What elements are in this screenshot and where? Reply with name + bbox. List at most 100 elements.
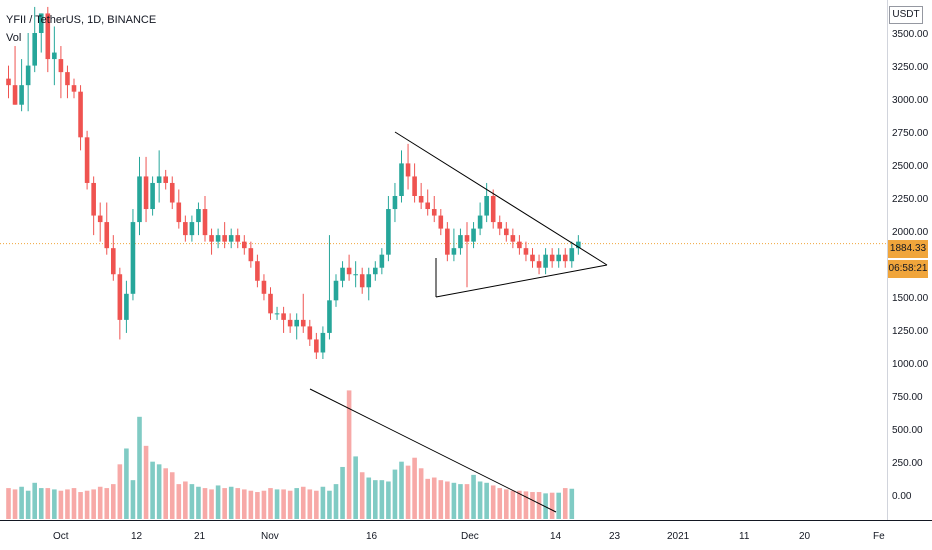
volume-bar — [45, 488, 51, 519]
volume-bar — [471, 474, 476, 519]
candle-body — [261, 280, 267, 294]
volume-tick: 0.00 — [892, 491, 912, 502]
candle-body — [438, 215, 444, 229]
volume-bar — [274, 489, 280, 519]
volume-bar — [242, 489, 247, 519]
candle-body — [6, 78, 11, 86]
candle-body — [523, 248, 529, 255]
candle-body — [104, 222, 110, 249]
candle-body — [346, 267, 352, 275]
volume-bar — [156, 464, 162, 519]
volume-bar — [150, 461, 155, 519]
volume-bar — [386, 481, 391, 519]
candle-body — [379, 254, 385, 268]
time-tick: Fe — [873, 531, 885, 542]
candle-body — [418, 196, 424, 203]
volume-bar — [32, 482, 37, 519]
candle-body — [281, 313, 286, 320]
volume-bar — [176, 484, 182, 519]
volume-bar — [38, 488, 44, 519]
candle-body — [143, 176, 149, 210]
price-tick: 2500.00 — [892, 161, 929, 172]
volume-bar — [536, 492, 542, 519]
candle-body — [156, 176, 162, 183]
candle-body — [163, 176, 168, 183]
candle-body — [52, 52, 57, 60]
volume-bar — [569, 488, 575, 519]
candle-body — [268, 293, 273, 314]
volume-bar — [307, 489, 313, 519]
volume-bar — [418, 468, 424, 519]
volume-bar — [333, 484, 339, 519]
candle-body — [490, 196, 496, 223]
price-tick: 3500.00 — [892, 29, 929, 40]
candle-body — [549, 254, 555, 262]
volume-bar — [117, 464, 123, 519]
time-axis[interactable] — [0, 520, 932, 521]
volume-bar — [228, 486, 234, 519]
candle-body — [451, 248, 457, 255]
candle-body — [458, 235, 463, 249]
volume-bar — [268, 488, 273, 519]
volume-bar — [373, 480, 378, 519]
volume-bar — [25, 490, 31, 519]
volume-bar — [327, 490, 332, 519]
candle-body — [25, 65, 31, 86]
candle-body — [111, 248, 116, 275]
candle-body — [242, 241, 247, 249]
time-tick: 20 — [799, 531, 811, 542]
volume-bar — [261, 490, 267, 519]
price-tick: 2000.00 — [892, 227, 929, 238]
time-tick: 21 — [194, 531, 206, 542]
candle-body — [124, 293, 129, 320]
volume-bar — [497, 488, 503, 519]
candle-body — [255, 261, 260, 281]
volume-bar — [209, 489, 214, 519]
volume-bar — [359, 472, 365, 519]
price-tick: 2250.00 — [892, 194, 929, 205]
volume-bar — [366, 477, 372, 519]
candle-body — [287, 319, 293, 327]
volume-bar — [340, 466, 345, 519]
chart-area[interactable] — [0, 0, 887, 520]
candle-body — [150, 182, 155, 210]
candle-body — [12, 85, 18, 105]
volume-bar — [556, 492, 561, 519]
volume-bar — [431, 477, 437, 519]
volume-bar — [84, 490, 90, 519]
candle-body — [274, 313, 280, 315]
volume-trendline — [309, 388, 557, 513]
candle-body — [333, 280, 339, 301]
volume-bar — [143, 445, 149, 519]
candle-body — [91, 182, 96, 216]
candle-body — [202, 209, 208, 236]
time-tick: 16 — [366, 531, 378, 542]
volume-bar — [320, 486, 326, 519]
volume-bar — [543, 493, 548, 519]
volume-bar — [451, 482, 457, 519]
volume-bar — [517, 490, 522, 519]
candle-body — [71, 85, 77, 92]
candle-body — [405, 163, 411, 177]
candle-body — [359, 274, 365, 288]
candle-body — [235, 235, 241, 242]
volume-bar — [58, 490, 64, 519]
currency-label[interactable]: USDT — [889, 6, 923, 24]
candle-body — [169, 182, 175, 203]
volume-bar — [202, 488, 208, 519]
volume-bar — [248, 490, 254, 519]
candle-body — [431, 209, 437, 216]
candle-body — [228, 235, 234, 242]
volume-bar — [71, 488, 77, 519]
volume-bar — [379, 480, 385, 519]
volume-bar — [458, 484, 463, 519]
volume-tick: 250.00 — [892, 458, 923, 469]
candle-body — [510, 235, 516, 242]
volume-bar — [523, 491, 529, 519]
volume-bar — [490, 485, 496, 519]
volume-bar — [438, 480, 444, 519]
volume-bar — [484, 482, 489, 519]
price-tick: 1000.00 — [892, 359, 929, 370]
candle-body — [189, 222, 195, 236]
volume-bar — [294, 488, 299, 519]
